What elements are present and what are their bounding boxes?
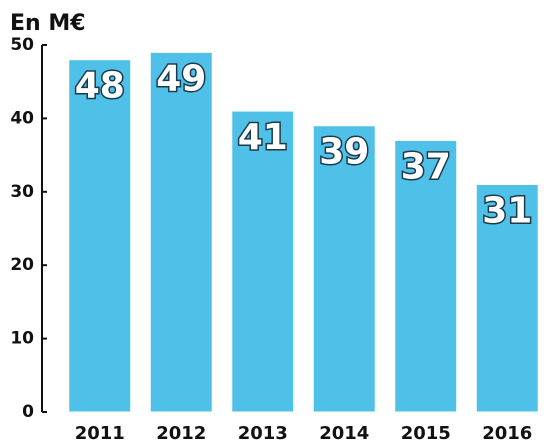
- data-label: 41: [238, 117, 288, 158]
- bar: [475, 183, 539, 413]
- bar: [312, 125, 376, 413]
- x-tick-label: 2015: [401, 423, 451, 443]
- bar: [149, 51, 213, 413]
- chart-title: En M€: [10, 11, 86, 36]
- y-tick-label: 50: [10, 35, 34, 55]
- y-tick-label: 20: [10, 255, 34, 275]
- bar: [231, 110, 295, 413]
- data-label: 31: [482, 190, 532, 231]
- x-tick-label: 2014: [319, 423, 369, 443]
- data-label: 39: [319, 132, 369, 173]
- y-tick-label: 10: [10, 329, 34, 349]
- x-tick-label: 2016: [482, 423, 532, 443]
- y-tick-label: 40: [10, 108, 34, 128]
- x-tick-label: 2012: [156, 423, 206, 443]
- x-tick-label: 2013: [238, 423, 288, 443]
- bar: [394, 139, 458, 413]
- data-label: 48: [75, 66, 125, 107]
- y-tick-label: 30: [10, 182, 34, 202]
- data-label: 37: [401, 146, 451, 187]
- y-tick-label: 0: [22, 402, 34, 422]
- data-label: 49: [156, 58, 206, 99]
- x-tick-label: 2011: [75, 423, 125, 443]
- bar: [68, 59, 132, 413]
